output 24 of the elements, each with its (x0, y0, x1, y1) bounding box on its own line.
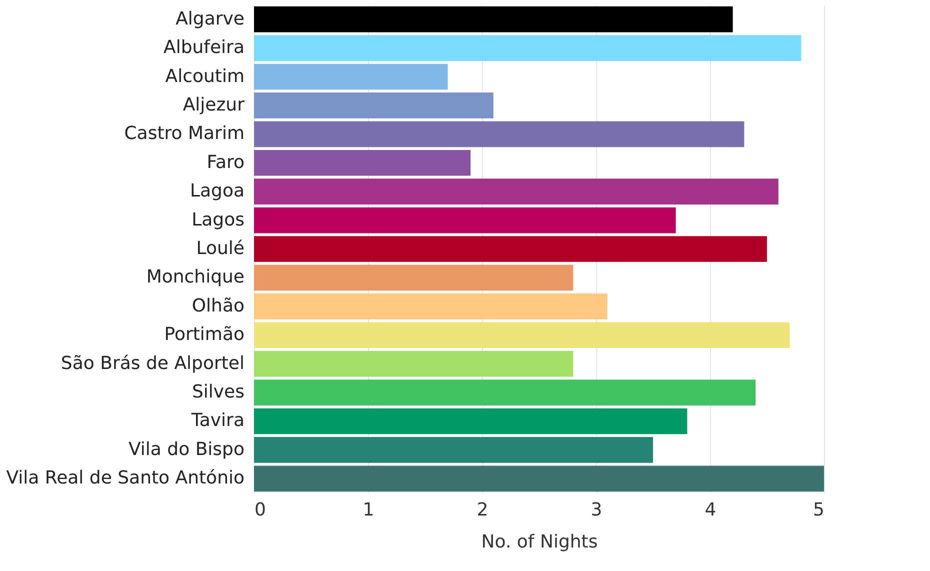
x-tick-label: 5 (813, 500, 824, 520)
y-tick-label: Monchique (146, 266, 244, 288)
y-tick-label: Lagos (192, 209, 244, 230)
y-tick-label: Faro (206, 152, 244, 173)
x-axis-title: No. of Nights (481, 532, 598, 552)
x-tick-label: 1 (362, 500, 374, 520)
y-tick-label: Loulé (196, 238, 244, 259)
y-tick-label: São Brás de Alportel (60, 352, 244, 374)
y-tick-label: Lagoa (190, 180, 244, 202)
x-tick-label: 4 (704, 500, 716, 520)
y-tick-label: Aljezur (182, 94, 246, 116)
x-tick-label: 2 (476, 500, 488, 520)
x-tick-label: 3 (590, 500, 602, 520)
y-tick-label: Vila do Bispo (128, 438, 244, 460)
y-tick-label: Algarve (176, 8, 244, 30)
y-tick-label: Alcoutim (165, 66, 244, 87)
y-tick-label: Tavira (190, 410, 244, 432)
x-tick-label: 0 (254, 500, 266, 520)
y-tick-label: Silves (192, 382, 244, 403)
y-tick-label: Olhão (192, 295, 244, 316)
y-tick-label: Castro Marim (124, 123, 244, 144)
y-tick-label: Portimão (164, 324, 244, 346)
y-tick-label: Albufeira (164, 37, 244, 58)
y-tick-label: Vila Real de Santo António (6, 468, 244, 489)
